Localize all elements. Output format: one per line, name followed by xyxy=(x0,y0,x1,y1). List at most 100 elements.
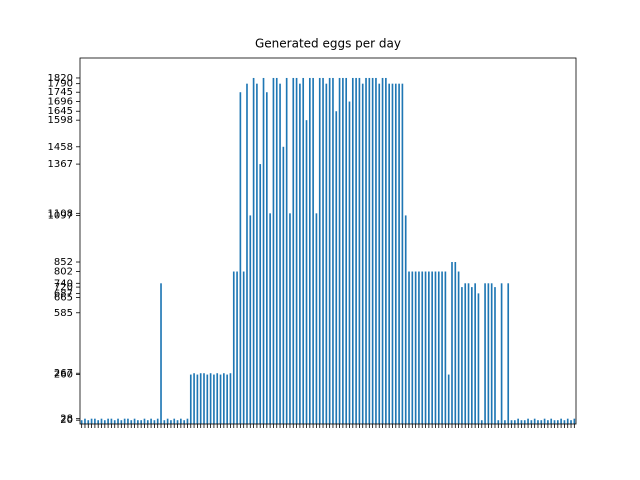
bar xyxy=(127,418,129,424)
bar xyxy=(322,77,324,425)
y-tick-label: 1108 xyxy=(48,208,73,219)
bar xyxy=(259,164,262,424)
bar xyxy=(299,83,301,424)
bar xyxy=(249,215,252,424)
bar xyxy=(408,271,410,424)
bar xyxy=(236,271,238,424)
bar xyxy=(398,83,400,424)
bar xyxy=(206,374,209,424)
y-tick-label: 585 xyxy=(54,308,73,319)
y-tick-label: 260 xyxy=(54,370,73,381)
bar xyxy=(533,418,536,424)
bar xyxy=(173,418,176,424)
bar xyxy=(308,77,311,425)
bar xyxy=(345,77,348,425)
bar xyxy=(556,420,559,424)
bar xyxy=(474,283,476,424)
bar xyxy=(573,418,576,424)
bar xyxy=(517,418,519,424)
bar xyxy=(176,420,179,424)
bar xyxy=(424,271,427,424)
bar xyxy=(282,146,285,424)
bar xyxy=(199,373,202,424)
chart-title: Generated eggs per day xyxy=(255,37,401,51)
bar xyxy=(213,374,215,424)
y-tick-label: 1458 xyxy=(48,142,73,153)
bar xyxy=(547,420,549,424)
bar xyxy=(90,418,93,424)
bar xyxy=(520,420,523,424)
bar xyxy=(160,283,162,424)
bar xyxy=(510,420,513,424)
bar xyxy=(543,418,546,424)
bar xyxy=(530,420,533,424)
bar xyxy=(550,418,553,424)
bar xyxy=(411,271,414,424)
y-tick-label: 1696 xyxy=(48,97,73,108)
bar xyxy=(137,420,139,424)
bar xyxy=(302,77,305,425)
bar xyxy=(156,418,159,424)
bar xyxy=(315,213,318,424)
bar xyxy=(266,92,268,424)
bar xyxy=(123,418,126,424)
bar xyxy=(163,420,166,424)
bar xyxy=(365,77,367,425)
bar xyxy=(418,271,420,424)
bar xyxy=(103,420,106,424)
bar xyxy=(342,77,344,425)
bar xyxy=(275,77,278,425)
bar xyxy=(242,271,245,424)
bar xyxy=(504,420,506,424)
bar xyxy=(404,215,407,424)
bar xyxy=(183,420,185,424)
bar xyxy=(318,77,321,425)
bar xyxy=(335,111,338,425)
bar xyxy=(332,77,334,425)
bar xyxy=(193,373,195,424)
bar xyxy=(272,77,275,425)
bar xyxy=(527,418,529,424)
bar xyxy=(223,373,225,424)
bar xyxy=(361,83,364,424)
bar xyxy=(358,77,361,425)
bar xyxy=(328,77,331,425)
bar xyxy=(566,418,569,424)
bar xyxy=(312,77,314,425)
bar xyxy=(461,287,463,424)
bar xyxy=(120,420,123,424)
bar xyxy=(490,283,493,424)
y-tick-label: 687 xyxy=(54,288,73,299)
bar xyxy=(507,283,510,424)
bar xyxy=(110,418,113,424)
bar xyxy=(381,77,384,425)
bar xyxy=(305,120,308,424)
bar xyxy=(153,420,156,424)
bar xyxy=(219,374,222,424)
bar xyxy=(246,83,248,424)
bar xyxy=(523,420,526,424)
bar xyxy=(285,77,288,425)
y-tick-label: 20 xyxy=(60,415,73,426)
bar xyxy=(431,271,433,424)
bar xyxy=(454,262,457,424)
bar xyxy=(401,83,404,424)
bar xyxy=(414,271,417,424)
bar xyxy=(441,271,443,424)
bar xyxy=(471,287,473,424)
y-tick-label: 1820 xyxy=(48,73,73,84)
bar xyxy=(434,271,437,424)
bar xyxy=(209,373,212,424)
bar xyxy=(279,83,281,424)
bar xyxy=(146,420,149,424)
y-tick-label: 802 xyxy=(54,267,73,278)
bar xyxy=(437,271,440,424)
bar xyxy=(292,77,295,425)
bar xyxy=(80,420,83,424)
bar xyxy=(269,213,271,424)
bar xyxy=(570,420,572,424)
bar xyxy=(355,77,357,425)
bar xyxy=(444,271,447,424)
bar xyxy=(84,418,86,424)
bar xyxy=(487,283,490,424)
